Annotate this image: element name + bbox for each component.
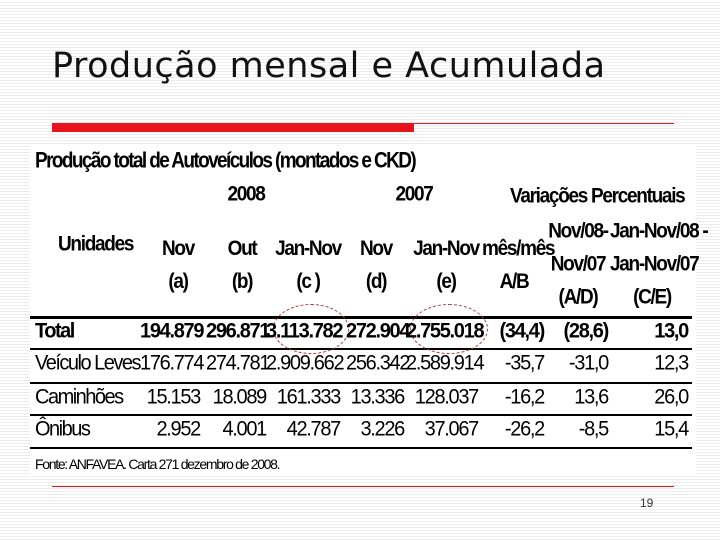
col-header-jannov08-jannov07: Jan-Nov/08 - Jan-Nov/07 (C/E) [610,219,709,309]
footer-rule [52,486,674,487]
table-cell: 2.755.018 [406,319,485,343]
table-cell: 194.879 [140,319,205,343]
group-header-2007: 2007 [395,182,433,206]
table-cell: -8,5 [578,417,610,441]
table-cell: (28,6) [563,319,610,343]
table-cell: 256.342 [346,351,411,375]
col-header-nov08-nov07: Nov/08- Nov/07 (A/D) [548,219,609,309]
table-cell: -26,2 [504,417,545,441]
col-header-out-2008: Out (b) [227,237,258,294]
table-cell: (34,4) [499,319,546,343]
table-cell: 13,0 [654,319,689,343]
table-cell: -31,0 [568,351,609,375]
table-cell: 128.037 [414,385,480,409]
col-header-mes-mes: mês/mês A/B [482,237,556,294]
row-label-veiculo-leves: Veículo Leves [35,351,142,375]
table-cell: 12,3 [654,351,689,375]
header-rule [30,316,692,319]
table-cell: 2.952 [156,417,201,441]
table-cell: 26,0 [654,385,689,409]
table-cell: 176.774 [140,351,205,375]
table-cell: 2.589.914 [406,351,485,375]
table-cell: 13,6 [574,385,609,409]
col-header-jannov-2008: Jan-Nov (c ) [275,237,342,294]
table-cell: 3.226 [360,417,405,441]
table-panel: Produção total de Autoveículos (montados… [30,144,709,476]
row-label-caminhoes: Caminhões [35,385,124,409]
row-rule-2 [30,382,692,384]
slide-title: Produção mensal e Acumulada [52,46,606,86]
table-cell: 296.871 [206,319,271,343]
highlight-ellipse-jannov-2008 [273,304,349,354]
col-header-jannov-2007: Jan-Nov (e) [413,237,480,294]
table-cell: 4.001 [222,417,267,441]
table-cell: 15.153 [146,385,202,409]
group-header-2008: 2008 [227,182,265,206]
table-cell: -35,7 [504,351,545,375]
table-cell: 37.067 [424,417,480,441]
table-source-note: Fonte: ANFAVEA. Carta 271 dezembro de 20… [35,456,281,472]
group-header-variations: Variações Percentuais [510,184,686,208]
page-number: 19 [640,496,654,510]
table-title: Produção total de Autoveículos (montados… [35,149,417,174]
highlight-ellipse-jannov-2007 [410,304,488,354]
row-label-onibus: Ônibus [35,417,91,441]
row-label-total: Total [35,319,75,343]
table-cell: 3.113.782 [266,319,343,343]
row-rule-4 [30,447,692,449]
table-cell: 161.333 [276,385,342,409]
col-header-nov-2008: Nov (a) [162,237,195,294]
row-rule-3 [30,414,692,416]
table-cell: 42.787 [286,417,342,441]
col-header-nov-2007: Nov (d) [360,237,393,294]
table-cell: 13.336 [350,385,406,409]
table-cell: 15,4 [654,417,689,441]
table-cell: -16,2 [504,385,545,409]
title-accent-line [414,123,674,124]
table-cell: 274.781 [206,351,271,375]
title-accent-bar [52,123,414,132]
table-cell: 2.909.662 [266,351,345,375]
table-cell: 18.089 [212,385,268,409]
header-unidades: Unidades [58,232,134,256]
row-rule-1 [30,348,692,350]
table-cell: 272.904 [346,319,411,343]
